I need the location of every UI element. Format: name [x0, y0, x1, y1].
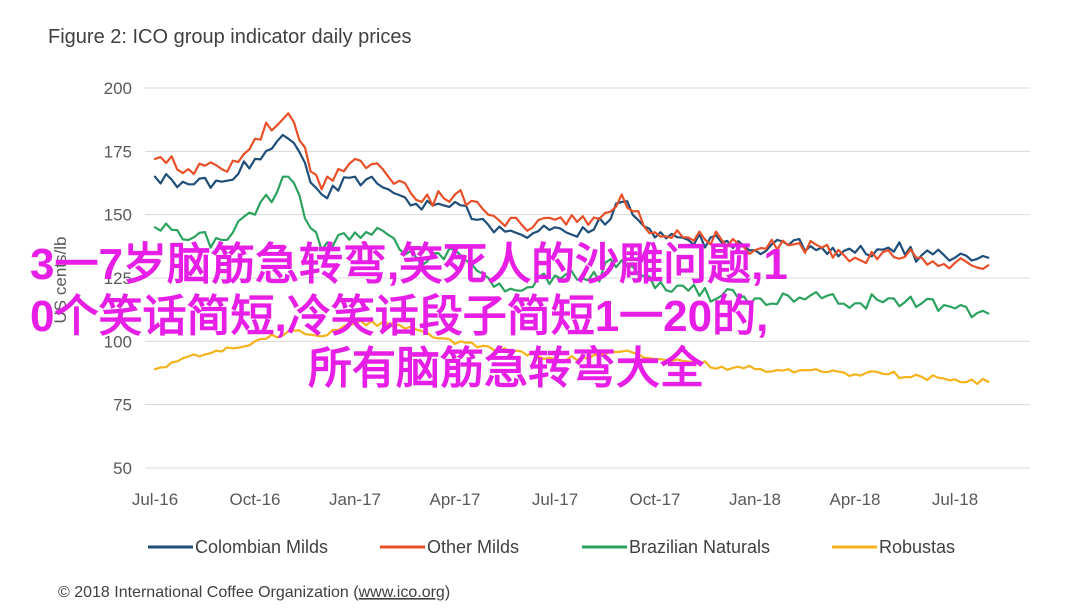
legend-label: Brazilian Naturals [629, 537, 770, 557]
series-line-robustas [153, 319, 990, 385]
copyright-prefix: © 2018 International Coffee Organization… [58, 584, 359, 601]
y-tick-label: 75 [113, 396, 132, 415]
y-axis-label: US cents/lb [51, 237, 70, 324]
copyright: © 2018 International Coffee Organization… [58, 584, 450, 601]
series-line-colombian-milds [153, 133, 990, 263]
legend-label: Robustas [879, 537, 955, 557]
x-tick-label: Jan-18 [729, 490, 781, 509]
copyright-suffix: ) [445, 584, 450, 601]
x-tick-label: Apr-18 [829, 490, 880, 509]
y-tick-label: 50 [113, 459, 132, 478]
overlay-caption: 3一7岁脑筋急转弯,笑死人的沙雕问题,1 0个笑话简短,冷笑话段子简短1一20的… [30, 239, 788, 393]
series-lines [153, 112, 990, 385]
grid-lines [145, 87, 1030, 469]
x-tick-label: Jul-18 [932, 490, 978, 509]
figure-title: Figure 2: ICO group indicator daily pric… [48, 26, 412, 48]
series-line-brazilian-naturals [153, 175, 990, 319]
legend-label: Other Milds [427, 537, 519, 557]
x-tick-label: Jan-17 [329, 490, 381, 509]
y-tick-label: 100 [104, 332, 132, 351]
y-tick-label: 175 [104, 142, 132, 161]
overlay-line-1: 3一7岁脑筋急转弯,笑死人的沙雕问题,1 [30, 239, 788, 289]
overlay-line-3: 所有脑筋急转弯大全 [308, 343, 705, 393]
x-tick-label: Jul-16 [132, 490, 178, 509]
x-tick-label: Oct-16 [229, 490, 280, 509]
y-tick-label: 150 [104, 206, 132, 225]
legend: Colombian Milds Other Milds Brazilian Natu… [148, 537, 955, 557]
legend-label: Colombian Milds [195, 537, 328, 557]
series-line-other-milds [153, 112, 990, 270]
x-tick-label: Oct-17 [629, 490, 680, 509]
x-tick-label: Jul-17 [532, 490, 578, 509]
copyright-link[interactable]: www.ico.org [358, 584, 445, 601]
x-tick-label: Apr-17 [429, 490, 480, 509]
overlay-line-2: 0个笑话简短,冷笑话段子简短1一20的, [30, 292, 768, 341]
y-tick-label: 200 [104, 79, 132, 98]
y-tick-labels: 50 75 100 125 150 175 200 [104, 79, 132, 478]
x-tick-labels: Jul-16 Oct-16 Jan-17 Apr-17 Jul-17 Oct-17 Jan-… [132, 490, 978, 509]
y-tick-label: 125 [104, 269, 132, 288]
